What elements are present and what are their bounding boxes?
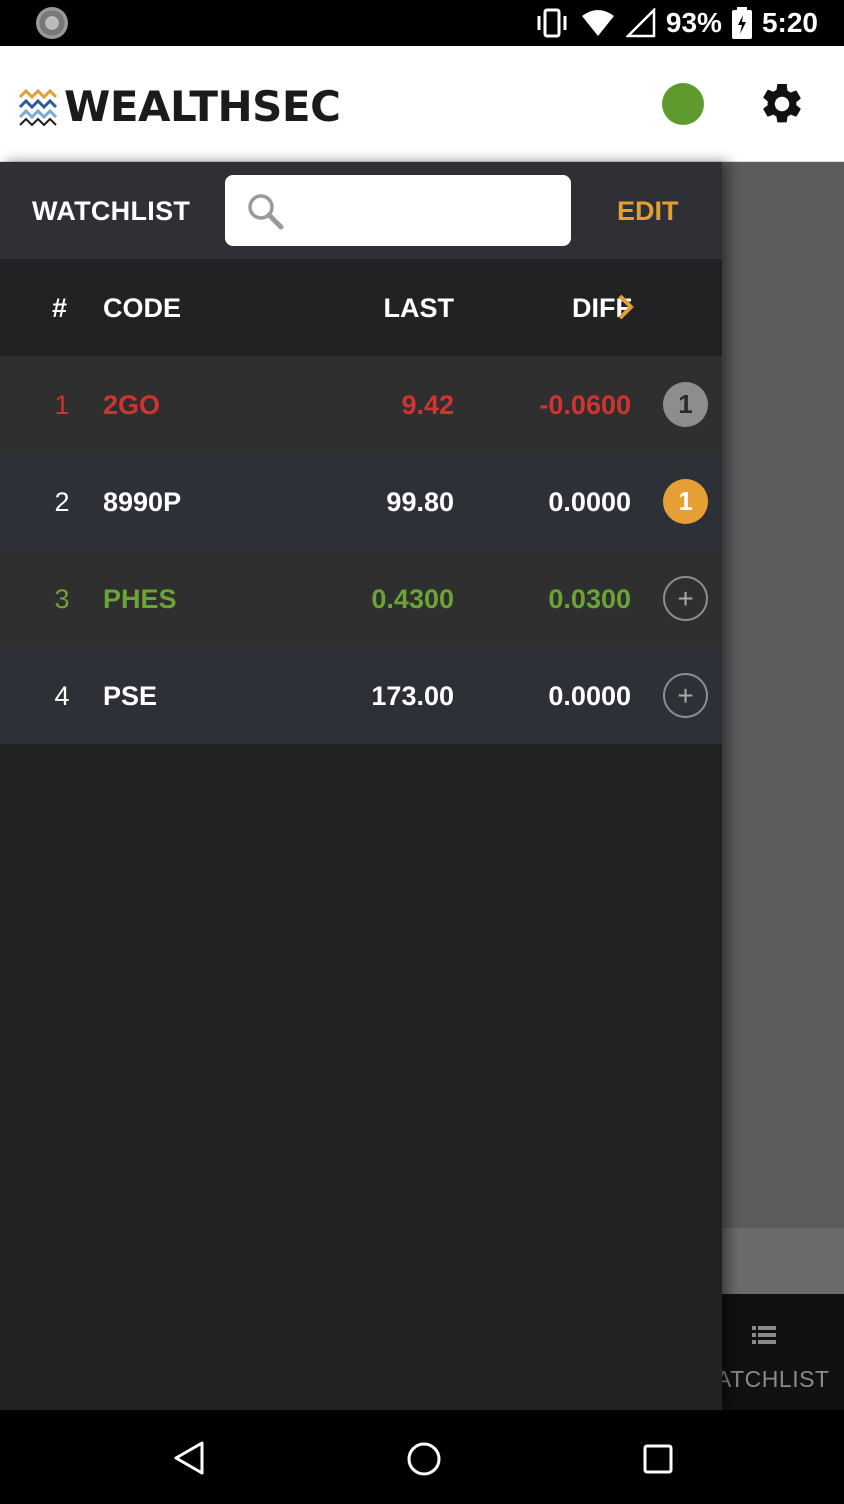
watchlist-header: WATCHLIST EDIT xyxy=(0,162,722,259)
row-num: 1 xyxy=(54,390,70,420)
add-alert-button[interactable]: + xyxy=(663,673,708,718)
row-diff: -0.0600 xyxy=(539,390,631,420)
edit-button[interactable]: EDIT xyxy=(617,196,679,226)
row-code: 8990P xyxy=(103,487,182,517)
column-code[interactable]: CODE xyxy=(103,293,182,323)
bottom-tab-watchlist-label[interactable]: ATCHLIST xyxy=(716,1366,830,1392)
table-row[interactable]: 1 2GO 9.42 -0.0600 1 xyxy=(0,356,722,453)
settings-gear-icon[interactable] xyxy=(758,80,806,128)
sync-icon xyxy=(36,7,68,39)
battery-percent: 93% xyxy=(665,7,722,38)
bottom-tab-bar xyxy=(722,1294,844,1410)
system-nav-bar xyxy=(0,1410,844,1504)
row-code: PSE xyxy=(103,681,158,711)
home-icon[interactable] xyxy=(406,1441,442,1477)
wealthsec-logo: WEALTHSEC xyxy=(16,82,341,131)
add-alert-button[interactable]: + xyxy=(663,576,708,621)
main-content-band xyxy=(722,1228,844,1294)
row-diff: 0.0000 xyxy=(548,487,631,517)
clock: 5:20 xyxy=(761,7,818,38)
row-alert-badge[interactable]: 1 xyxy=(663,479,708,524)
main-content-scrim xyxy=(722,162,844,1410)
connection-status-indicator xyxy=(662,83,704,125)
row-num: 2 xyxy=(54,487,70,517)
status-right: 93% 5:20 xyxy=(534,0,818,46)
signal-icon xyxy=(625,8,656,38)
row-code: 2GO xyxy=(103,390,161,420)
table-row[interactable]: 2 8990P 99.80 0.0000 1 xyxy=(0,453,722,550)
chevron-right-icon[interactable] xyxy=(617,293,635,321)
column-last[interactable]: LAST xyxy=(383,293,455,323)
row-alert-badge[interactable]: 1 xyxy=(663,382,708,427)
watchlist-drawer: WATCHLIST EDIT # CODE LAST DIFF 1 2GO 9.… xyxy=(0,162,722,1410)
row-last: 99.80 xyxy=(386,487,454,517)
row-code: PHES xyxy=(103,584,177,614)
battery-icon xyxy=(731,7,752,39)
table-row[interactable]: 4 PSE 173.00 0.0000 + xyxy=(0,647,722,744)
wifi-icon xyxy=(581,10,614,36)
row-num: 4 xyxy=(54,681,70,711)
recents-icon[interactable] xyxy=(643,1444,673,1474)
row-last: 0.4300 xyxy=(371,584,454,614)
back-icon[interactable] xyxy=(172,1440,206,1476)
row-diff: 0.0300 xyxy=(548,584,631,614)
column-num: # xyxy=(52,293,68,323)
vibrate-icon xyxy=(537,8,567,38)
app-bar: WEALTHSEC xyxy=(0,46,844,162)
logo-text: WEALTHSEC xyxy=(64,82,341,131)
logo-mark-icon xyxy=(18,88,58,126)
search-icon xyxy=(248,194,284,230)
search-box[interactable] xyxy=(225,175,571,246)
watchlist-title: WATCHLIST xyxy=(32,196,191,226)
list-icon[interactable] xyxy=(752,1324,776,1346)
row-num: 3 xyxy=(54,584,70,614)
table-row[interactable]: 3 PHES 0.4300 0.0300 + xyxy=(0,550,722,647)
row-last: 9.42 xyxy=(401,390,454,420)
search-input[interactable] xyxy=(295,175,561,246)
status-bar: 93% 5:20 xyxy=(0,0,844,46)
row-diff: 0.0000 xyxy=(548,681,631,711)
column-header: # CODE LAST DIFF xyxy=(0,259,722,356)
row-last: 173.00 xyxy=(371,681,454,711)
